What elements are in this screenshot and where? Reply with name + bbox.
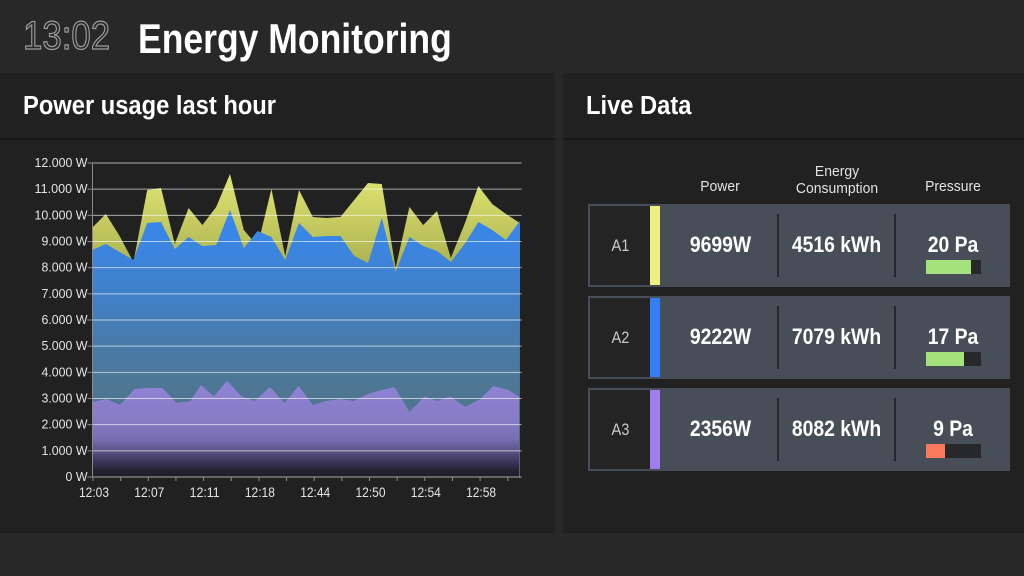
svg-text:7.000 W: 7.000 W <box>42 286 89 301</box>
svg-text:2.000 W: 2.000 W <box>42 417 89 432</box>
svg-text:12:03: 12:03 <box>79 485 109 500</box>
svg-text:12.000 W: 12.000 W <box>35 155 89 170</box>
svg-text:12:58: 12:58 <box>466 485 496 500</box>
svg-text:11.000 W: 11.000 W <box>35 181 89 196</box>
svg-text:12:07: 12:07 <box>134 485 164 500</box>
svg-text:1.000 W: 1.000 W <box>42 443 89 458</box>
svg-text:0 W: 0 W <box>66 469 89 484</box>
svg-text:12:11: 12:11 <box>190 485 220 500</box>
svg-text:12:54: 12:54 <box>411 485 441 500</box>
svg-text:9.000 W: 9.000 W <box>42 234 89 249</box>
svg-text:12:50: 12:50 <box>356 485 386 500</box>
svg-text:5.000 W: 5.000 W <box>42 338 89 353</box>
svg-text:10.000 W: 10.000 W <box>35 207 89 222</box>
svg-text:6.000 W: 6.000 W <box>42 312 89 327</box>
svg-text:4.000 W: 4.000 W <box>42 364 89 379</box>
svg-text:8.000 W: 8.000 W <box>42 260 89 275</box>
svg-text:12:44: 12:44 <box>300 485 330 500</box>
svg-text:3.000 W: 3.000 W <box>42 391 89 406</box>
svg-text:12:18: 12:18 <box>245 485 275 500</box>
